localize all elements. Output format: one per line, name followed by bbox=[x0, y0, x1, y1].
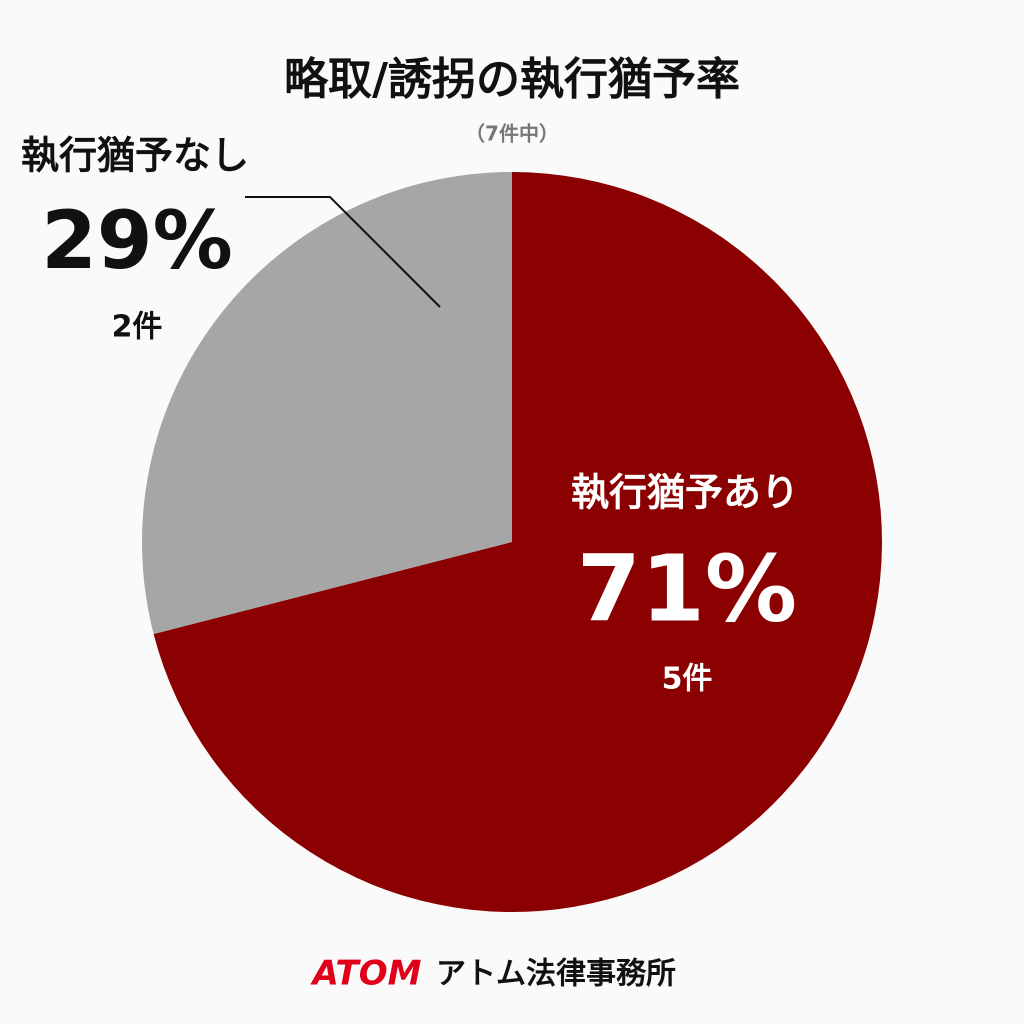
footer-brand: ATOM bbox=[310, 954, 422, 994]
slice-category: 執行猶予あり bbox=[571, 471, 799, 515]
leader-line bbox=[245, 196, 441, 308]
labels: 執行猶予あり 71% 5件 執行猶予なし 29% 2件 bbox=[21, 134, 799, 697]
slice-category: 執行猶予なし bbox=[21, 134, 249, 178]
chart-subtitle: （7件中） bbox=[465, 122, 559, 146]
slice-value-label: 29% bbox=[41, 194, 232, 287]
pie-slice bbox=[153, 172, 882, 912]
slice-count: 5件 bbox=[662, 662, 713, 697]
slice-value-label: 71% bbox=[577, 535, 797, 642]
chart-title: 略取/誘拐の執行猶予率 bbox=[284, 54, 740, 105]
footer-name: アトム法律事務所 bbox=[436, 957, 676, 992]
slice-count: 2件 bbox=[112, 310, 163, 345]
